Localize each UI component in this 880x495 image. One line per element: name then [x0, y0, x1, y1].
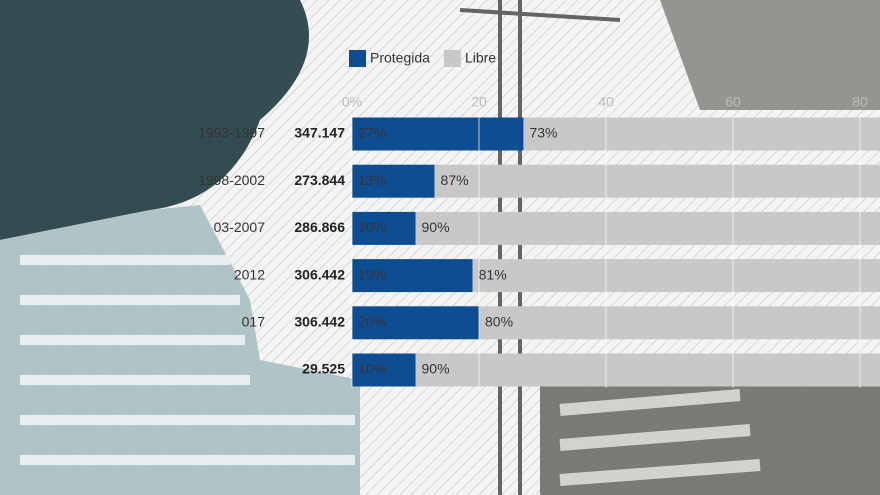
x-tick-label: 60 [725, 94, 741, 110]
category-label: 017 [242, 314, 266, 330]
bar-segment [352, 164, 435, 198]
legend-label: Protegida [370, 50, 430, 66]
bar-segment [415, 211, 880, 245]
x-tick-label: 0% [342, 94, 362, 110]
total-label: 286.866 [294, 219, 345, 235]
category-label: 1993-1997 [198, 125, 265, 141]
x-tick-label: 20 [471, 94, 487, 110]
total-label: 273.844 [294, 172, 345, 188]
total-label: 306.442 [294, 314, 345, 330]
value-label: 87% [441, 172, 469, 188]
value-label: 81% [479, 266, 507, 282]
value-label: 20% [358, 314, 386, 330]
bar-segment [479, 306, 880, 340]
value-label: 80% [485, 314, 513, 330]
value-label: 90% [422, 361, 450, 377]
category-label: 03-2007 [214, 219, 266, 235]
bar-segment [352, 259, 473, 293]
bar-segment [415, 353, 880, 387]
value-label: 10% [358, 361, 386, 377]
bar-segment [352, 306, 479, 340]
x-tick-label: 40 [598, 94, 614, 110]
value-label: 73% [529, 125, 557, 141]
value-label: 10% [358, 219, 386, 235]
bar-segment [434, 164, 880, 198]
total-label: 29.525 [302, 361, 345, 377]
category-label: 2012 [234, 266, 265, 282]
bar-segment [523, 117, 880, 151]
legend-label: Libre [465, 50, 496, 66]
total-label: 306.442 [294, 266, 345, 282]
total-label: 347.147 [294, 125, 345, 141]
value-label: 27% [358, 125, 386, 141]
value-label: 13% [358, 172, 386, 188]
value-label: 19% [358, 266, 386, 282]
bar-segment [472, 259, 880, 293]
bar-segment [352, 353, 416, 387]
value-label: 90% [422, 219, 450, 235]
bar-segment [352, 211, 416, 245]
legend-swatch [349, 50, 366, 67]
category-label: 1998-2002 [198, 172, 265, 188]
bar-segment [352, 117, 524, 151]
legend-swatch [443, 50, 461, 67]
x-tick-label: 80 [852, 94, 868, 110]
